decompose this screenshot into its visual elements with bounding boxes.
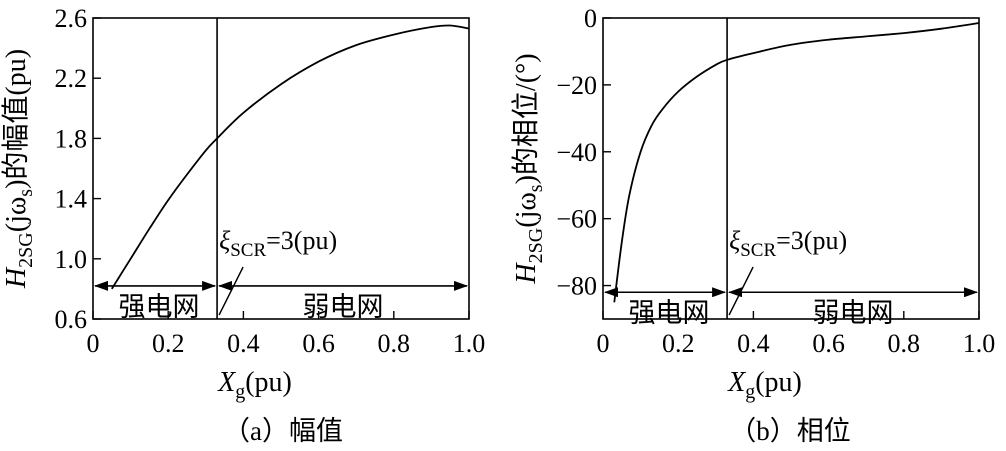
x-axis-label: Xg(pu) (217, 367, 292, 403)
y-axis-mid: (jω (511, 192, 542, 228)
x-axis-symbol: X (217, 367, 236, 398)
x-axis-unit: (pu) (245, 367, 292, 398)
strong-grid-label: 强电网 (119, 292, 200, 322)
y-axis-mid: (jω (1, 197, 32, 233)
annotation-leader (728, 266, 754, 316)
panel-caption: （b）相位 (729, 416, 851, 446)
x-tick-label: 0.8 (888, 329, 921, 358)
y-tick-label: 2.6 (55, 4, 88, 33)
y-axis-tail: )的相位/(°) (510, 53, 542, 184)
annotation-value: =3(pu) (266, 226, 337, 255)
x-tick-label: 0.2 (662, 329, 695, 358)
plot-frame (602, 17, 980, 320)
scr-annotation: ξSCR=3(pu) (729, 226, 847, 261)
series-line (111, 24, 470, 290)
strong-grid-label: 强电网 (629, 298, 710, 328)
x-axis-subscript: g (745, 381, 755, 403)
y-tick-label: −20 (556, 71, 597, 100)
annotation-subscript: SCR (230, 240, 266, 261)
x-axis-symbol: X (727, 367, 746, 398)
y-axis-symbol: H (511, 262, 542, 285)
x-axis-label: Xg(pu) (727, 367, 802, 403)
x-tick-label: 0.6 (302, 329, 335, 358)
x-tick-label: 0.4 (227, 329, 260, 358)
y-tick-label: 2.2 (55, 64, 88, 93)
y-tick-label: 1.0 (55, 245, 88, 274)
x-tick-label: 0.6 (812, 329, 845, 358)
y-tick-label: 1.8 (55, 124, 88, 153)
annotation-symbol: ξ (729, 226, 741, 255)
chart-panel-b: 0 0.2 0.4 0.6 0.8 1.0 −80 −60 −40 −20 0 强电网 弱电网 ξSCR=… (510, 4, 995, 446)
x-tick-label: 0 (597, 329, 610, 358)
plot-frame (92, 17, 470, 320)
x-tick-label: 1.0 (963, 329, 996, 358)
x-axis-unit: (pu) (755, 367, 802, 398)
x-axis-subscript: g (235, 381, 245, 403)
annotation-subscript: SCR (740, 240, 776, 261)
chart-panel-a: 0 0.2 0.4 0.6 0.8 1.0 0.6 1.0 1.4 1.8 2.2 2.6 强电网 弱电网… (0, 4, 485, 446)
series-line (613, 22, 980, 303)
panel-caption: （a）幅值 (223, 416, 343, 446)
x-tick-label: 0.8 (378, 329, 411, 358)
y-axis-subscript-2: s (525, 184, 547, 192)
y-tick-label: 1.4 (55, 185, 88, 214)
weak-grid-label: 弱电网 (303, 292, 384, 322)
annotation-leader (218, 266, 244, 316)
annotation-symbol: ξ (219, 226, 231, 255)
y-tick-label: 0 (584, 4, 597, 33)
x-tick-label: 1.0 (453, 329, 486, 358)
x-tick-label: 0.4 (737, 329, 770, 358)
x-tick-label: 0 (87, 329, 100, 358)
y-axis-label: H2SG(jωs)的幅值(pu) (0, 49, 37, 289)
y-axis-symbol: H (1, 266, 32, 289)
scr-annotation: ξSCR=3(pu) (219, 226, 337, 261)
y-tick-label: −60 (556, 205, 597, 234)
annotation-value: =3(pu) (776, 226, 847, 255)
y-tick-label: 0.6 (55, 305, 88, 334)
x-tick-label: 0.2 (152, 329, 185, 358)
weak-grid-label: 弱电网 (813, 298, 894, 328)
y-tick-label: −80 (556, 272, 597, 301)
y-axis-tail: )的幅值(pu) (0, 49, 32, 189)
y-axis-label: H2SG(jωs)的相位/(°) (510, 53, 547, 284)
y-axis-subscript: 2SG (525, 228, 547, 264)
y-tick-label: −40 (556, 138, 597, 167)
y-axis-subscript: 2SG (15, 232, 37, 268)
y-axis-subscript-2: s (15, 189, 37, 197)
